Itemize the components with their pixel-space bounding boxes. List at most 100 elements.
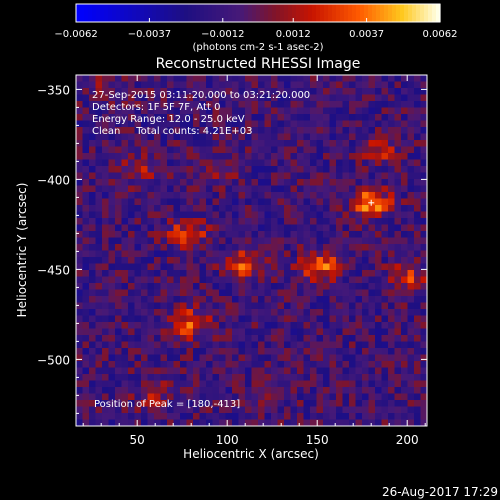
- heatmap-pixel: [401, 231, 408, 238]
- heatmap-pixel: [407, 276, 415, 284]
- heatmap-pixel: [310, 107, 317, 115]
- heatmap-pixel: [219, 172, 226, 180]
- colorbar-cell: [80, 4, 85, 22]
- heatmap-pixel: [310, 354, 317, 362]
- heatmap-pixel: [284, 263, 291, 271]
- heatmap-pixel: [407, 192, 415, 199]
- heatmap-pixel: [115, 315, 122, 323]
- heatmap-pixel: [336, 244, 343, 251]
- annotation-clean-counts: Clean Total counts: 4.21E+03: [92, 126, 252, 137]
- heatmap-pixel: [362, 140, 369, 147]
- heatmap-pixel: [160, 244, 168, 251]
- heatmap-pixel: [199, 244, 207, 251]
- heatmap-pixel: [271, 296, 278, 303]
- heatmap-pixel: [160, 127, 168, 134]
- heatmap-pixel: [349, 133, 356, 141]
- heatmap-pixel: [160, 270, 168, 277]
- heatmap-pixel: [290, 374, 298, 381]
- heatmap-pixel: [154, 107, 161, 115]
- heatmap-pixel: [141, 289, 148, 297]
- heatmap-pixel: [420, 335, 427, 342]
- colorbar-cell: [236, 4, 241, 22]
- heatmap-pixel: [180, 107, 187, 115]
- heatmap-pixel: [193, 289, 200, 297]
- heatmap-pixel: [108, 211, 116, 219]
- heatmap-pixel: [102, 309, 109, 316]
- heatmap-pixel: [212, 172, 220, 180]
- heatmap-pixel: [121, 361, 129, 368]
- heatmap-pixel: [394, 107, 402, 115]
- heatmap-pixel: [381, 107, 389, 115]
- heatmap-pixel: [258, 166, 265, 173]
- heatmap-pixel: [82, 283, 90, 290]
- heatmap-pixel: [173, 224, 181, 232]
- heatmap-pixel: [368, 231, 376, 238]
- heatmap-pixel: [336, 159, 343, 167]
- heatmap-pixel: [342, 348, 350, 355]
- heatmap-pixel: [388, 374, 395, 381]
- heatmap-pixel: [297, 101, 304, 108]
- heatmap-pixel: [258, 205, 265, 212]
- heatmap-pixel: [193, 348, 200, 355]
- heatmap-pixel: [375, 224, 382, 232]
- heatmap-pixel: [355, 276, 363, 284]
- heatmap-pixel: [316, 315, 324, 323]
- heatmap-pixel: [232, 315, 239, 323]
- heatmap-pixel: [121, 354, 129, 362]
- heatmap-pixel: [232, 140, 239, 147]
- heatmap-pixel: [180, 309, 187, 316]
- heatmap-pixel: [297, 419, 304, 426]
- heatmap-pixel: [206, 309, 213, 316]
- heatmap-pixel: [381, 192, 389, 199]
- heatmap-pixel: [232, 270, 239, 277]
- heatmap-pixel: [258, 237, 265, 245]
- heatmap-pixel: [102, 185, 109, 193]
- heatmap-pixel: [368, 133, 376, 141]
- heatmap-pixel: [193, 192, 200, 199]
- heatmap-pixel: [323, 179, 330, 186]
- heatmap-pixel: [375, 250, 382, 258]
- heatmap-pixel: [297, 374, 304, 381]
- heatmap-pixel: [115, 81, 122, 89]
- heatmap-pixel: [95, 146, 103, 154]
- heatmap-pixel: [258, 81, 265, 89]
- heatmap-pixel: [199, 120, 207, 128]
- heatmap-pixel: [219, 361, 226, 368]
- heatmap-pixel: [375, 348, 382, 355]
- heatmap-pixel: [193, 335, 200, 342]
- heatmap-pixel: [245, 296, 252, 303]
- heatmap-pixel: [167, 257, 174, 264]
- heatmap-pixel: [316, 192, 324, 199]
- heatmap-pixel: [381, 289, 389, 297]
- heatmap-pixel: [271, 335, 278, 342]
- heatmap-pixel: [199, 159, 207, 167]
- colorbar-cell: [332, 4, 337, 22]
- heatmap-pixel: [271, 81, 278, 89]
- heatmap-pixel: [134, 250, 142, 258]
- heatmap-pixel: [381, 276, 389, 284]
- heatmap-pixel: [375, 406, 382, 414]
- colorbar-cell: [256, 4, 261, 22]
- heatmap-pixel: [225, 335, 233, 342]
- heatmap-pixel: [173, 283, 181, 290]
- heatmap-pixel: [394, 250, 402, 258]
- heatmap-pixel: [258, 328, 265, 336]
- heatmap-pixel: [264, 140, 272, 147]
- heatmap-pixel: [180, 270, 187, 277]
- x-tick-label: 100: [216, 433, 239, 447]
- heatmap-pixel: [154, 367, 161, 375]
- heatmap-pixel: [206, 75, 213, 82]
- heatmap-pixel: [264, 276, 272, 284]
- heatmap-pixel: [388, 244, 395, 251]
- colorbar-cell: [428, 4, 433, 22]
- heatmap-pixel: [186, 419, 194, 426]
- heatmap-pixel: [251, 120, 259, 128]
- heatmap-pixel: [160, 413, 168, 420]
- heatmap-pixel: [219, 205, 226, 212]
- heatmap-pixel: [134, 354, 142, 362]
- heatmap-pixel: [154, 250, 161, 258]
- heatmap-pixel: [76, 166, 83, 173]
- heatmap-pixel: [173, 133, 181, 141]
- heatmap-pixel: [258, 120, 265, 128]
- heatmap-pixel: [238, 211, 246, 219]
